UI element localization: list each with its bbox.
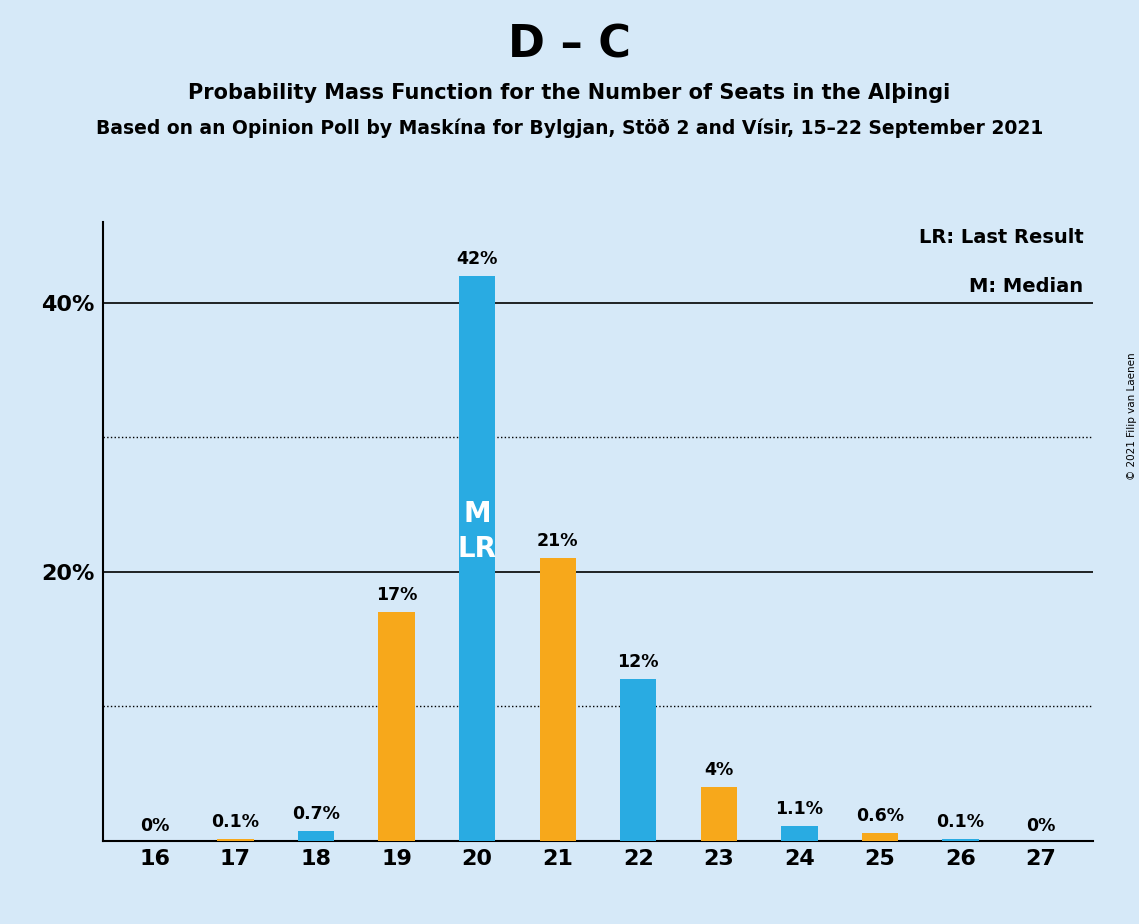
Bar [378,612,415,841]
Text: 1.1%: 1.1% [776,800,823,818]
Bar [620,679,656,841]
Text: Probability Mass Function for the Number of Seats in the Alþingi: Probability Mass Function for the Number… [188,83,951,103]
Text: LR: Last Result: LR: Last Result [919,228,1083,247]
Text: M
LR: M LR [458,500,497,563]
Bar [700,787,737,841]
Bar [862,833,898,841]
Text: 21%: 21% [536,532,579,550]
Text: 0%: 0% [140,818,170,835]
Bar [459,275,495,841]
Text: 12%: 12% [617,653,659,671]
Text: 0.7%: 0.7% [292,806,339,823]
Bar [218,840,254,841]
Text: 42%: 42% [457,249,498,268]
Bar [781,826,818,841]
Bar [942,840,978,841]
Bar [298,832,334,841]
Text: 0.1%: 0.1% [212,813,260,832]
Text: M: Median: M: Median [969,277,1083,297]
Text: 0.6%: 0.6% [855,807,904,825]
Text: 0.1%: 0.1% [936,813,984,832]
Text: 4%: 4% [704,761,734,779]
Text: 17%: 17% [376,586,417,604]
Text: © 2021 Filip van Laenen: © 2021 Filip van Laenen [1126,352,1137,480]
Text: Based on an Opinion Poll by Maskína for Bylgjan, Stöð 2 and Vísir, 15–22 Septemb: Based on an Opinion Poll by Maskína for … [96,118,1043,138]
Text: 0%: 0% [1026,818,1056,835]
Text: D – C: D – C [508,23,631,67]
Bar [540,558,576,841]
